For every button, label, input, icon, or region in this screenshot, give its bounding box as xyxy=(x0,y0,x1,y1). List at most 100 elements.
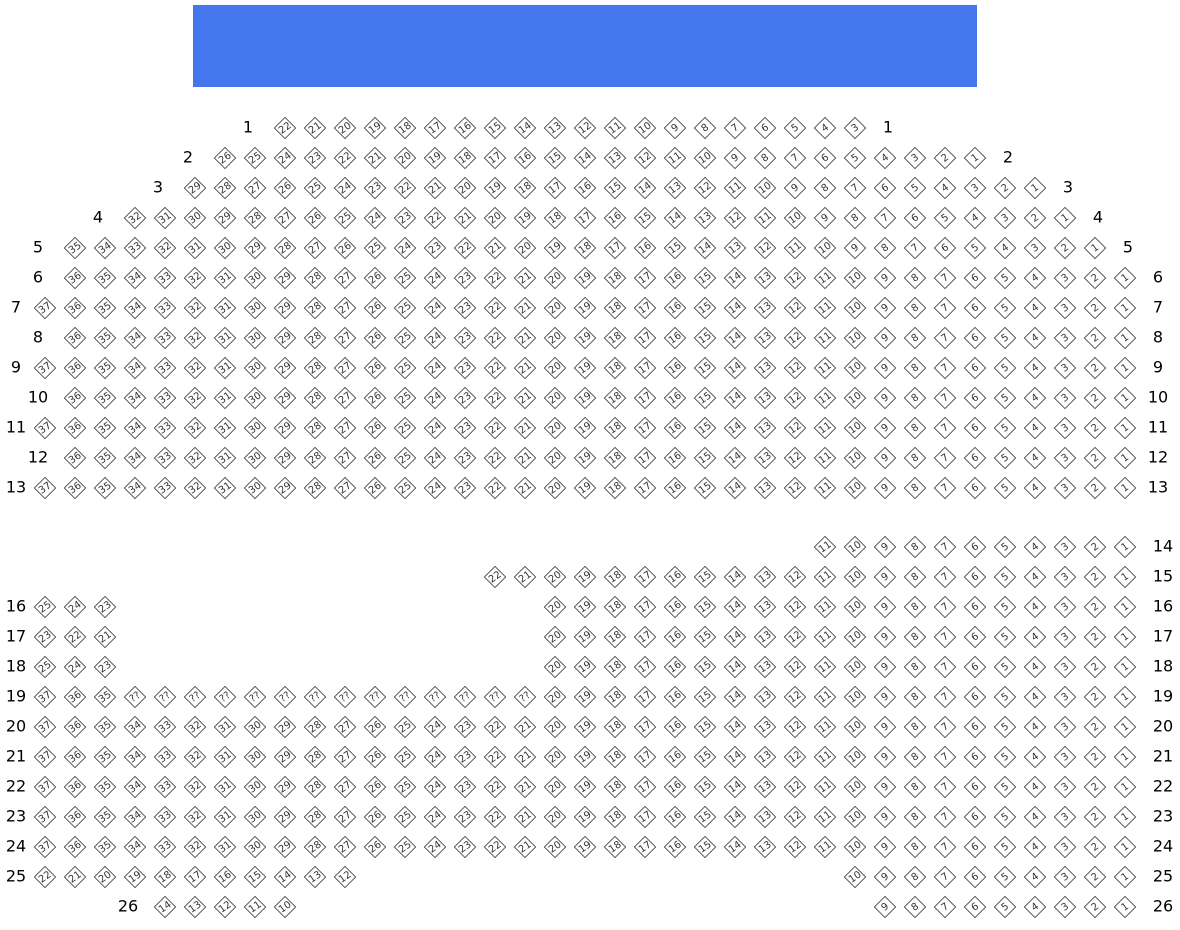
seat-box[interactable] xyxy=(183,416,207,440)
seat-box[interactable] xyxy=(93,775,117,799)
seat[interactable]: 33 xyxy=(153,416,177,440)
seat-box[interactable] xyxy=(123,416,147,440)
seat-number[interactable]: 2 xyxy=(1090,901,1102,914)
seat-box[interactable] xyxy=(1083,356,1107,380)
seat-box[interactable] xyxy=(513,805,537,829)
seat-box[interactable] xyxy=(33,356,57,380)
seat[interactable]: 14 xyxy=(723,476,747,500)
seat-box[interactable] xyxy=(723,446,747,470)
seat-number[interactable]: 8 xyxy=(910,482,922,495)
seat[interactable]: 32 xyxy=(183,266,207,290)
seat-box[interactable] xyxy=(573,805,597,829)
seat[interactable]: 15 xyxy=(603,176,627,200)
seat-box[interactable] xyxy=(1113,715,1137,739)
seat-box[interactable] xyxy=(423,116,447,140)
seat[interactable]: 26 xyxy=(363,296,387,320)
seat-number[interactable]: 8 xyxy=(910,571,922,584)
seat-box[interactable] xyxy=(183,296,207,320)
seat-box[interactable] xyxy=(1053,715,1077,739)
seat[interactable]: 15 xyxy=(693,296,717,320)
seat-box[interactable] xyxy=(33,865,57,889)
seat[interactable]: 12 xyxy=(783,356,807,380)
seat[interactable]: 18 xyxy=(603,655,627,679)
seat-box[interactable] xyxy=(873,715,897,739)
seat-box[interactable] xyxy=(33,416,57,440)
seat-box[interactable] xyxy=(993,206,1017,230)
seat-box[interactable] xyxy=(543,745,567,769)
seat[interactable]: 34 xyxy=(123,446,147,470)
seat-box[interactable] xyxy=(933,356,957,380)
seat-box[interactable] xyxy=(273,356,297,380)
seat-box[interactable] xyxy=(543,266,567,290)
seat[interactable]: 20 xyxy=(543,775,567,799)
seat[interactable]: 13 xyxy=(753,326,777,350)
seat-box[interactable] xyxy=(843,685,867,709)
seat[interactable]: 4 xyxy=(1023,595,1047,619)
seat[interactable]: 21 xyxy=(513,386,537,410)
seat-box[interactable] xyxy=(273,296,297,320)
seat-box[interactable] xyxy=(603,326,627,350)
seat-box[interactable] xyxy=(333,775,357,799)
seat-box[interactable] xyxy=(123,326,147,350)
seat-number[interactable]: 6 xyxy=(940,242,952,255)
seat-box[interactable] xyxy=(1053,565,1077,589)
seat[interactable]: 3 xyxy=(1053,655,1077,679)
seat[interactable]: 25 xyxy=(333,206,357,230)
seat[interactable]: 18 xyxy=(603,446,627,470)
seat-number[interactable]: 8 xyxy=(910,751,922,764)
seat[interactable]: 8 xyxy=(873,236,897,260)
seat[interactable]: 28 xyxy=(303,386,327,410)
seat-box[interactable] xyxy=(1113,565,1137,589)
seat-box[interactable] xyxy=(63,296,87,320)
seat[interactable]: 27 xyxy=(333,326,357,350)
seat-box[interactable] xyxy=(693,116,717,140)
seat-box[interactable] xyxy=(273,476,297,500)
seat[interactable]: 18 xyxy=(543,206,567,230)
seat-number[interactable]: ?? xyxy=(188,690,203,705)
seat[interactable]: 3 xyxy=(963,176,987,200)
seat-number[interactable]: 8 xyxy=(910,901,922,914)
seat-box[interactable] xyxy=(1113,356,1137,380)
seat-box[interactable] xyxy=(273,685,297,709)
seat[interactable]: 2 xyxy=(1083,386,1107,410)
seat-number[interactable]: ?? xyxy=(488,690,503,705)
seat-box[interactable] xyxy=(663,805,687,829)
seat[interactable]: 11 xyxy=(813,835,837,859)
seat-box[interactable] xyxy=(483,745,507,769)
seat-number[interactable]: 3 xyxy=(1060,302,1072,315)
seat-number[interactable]: 2 xyxy=(1090,392,1102,405)
seat[interactable]: 23 xyxy=(453,775,477,799)
seat[interactable]: 6 xyxy=(963,296,987,320)
seat[interactable]: 27 xyxy=(333,775,357,799)
seat-box[interactable] xyxy=(243,745,267,769)
seat-box[interactable] xyxy=(483,715,507,739)
seat[interactable]: 21 xyxy=(63,865,87,889)
seat[interactable]: 20 xyxy=(543,416,567,440)
seat[interactable]: 18 xyxy=(603,416,627,440)
seat[interactable]: 20 xyxy=(543,655,567,679)
seat-box[interactable] xyxy=(93,805,117,829)
seat-number[interactable]: 7 xyxy=(940,452,952,465)
seat-box[interactable] xyxy=(783,326,807,350)
seat[interactable]: 30 xyxy=(243,386,267,410)
seat[interactable]: 13 xyxy=(753,715,777,739)
seat-box[interactable] xyxy=(423,446,447,470)
seat[interactable]: 14 xyxy=(723,655,747,679)
seat-number[interactable]: 7 xyxy=(940,362,952,375)
seat[interactable]: 35 xyxy=(93,296,117,320)
seat[interactable]: ?? xyxy=(153,685,177,709)
seat-box[interactable] xyxy=(153,356,177,380)
seat[interactable]: 1 xyxy=(1113,386,1137,410)
seat[interactable]: 18 xyxy=(603,775,627,799)
seat-box[interactable] xyxy=(63,625,87,649)
seat-box[interactable] xyxy=(903,416,927,440)
seat[interactable]: 25 xyxy=(363,236,387,260)
seat-box[interactable] xyxy=(723,236,747,260)
seat-box[interactable] xyxy=(693,266,717,290)
seat[interactable]: 5 xyxy=(903,176,927,200)
seat[interactable]: 26 xyxy=(273,176,297,200)
seat-box[interactable] xyxy=(873,356,897,380)
seat-box[interactable] xyxy=(753,476,777,500)
seat-number[interactable]: 4 xyxy=(820,122,832,135)
seat-number[interactable]: 3 xyxy=(1060,332,1072,345)
